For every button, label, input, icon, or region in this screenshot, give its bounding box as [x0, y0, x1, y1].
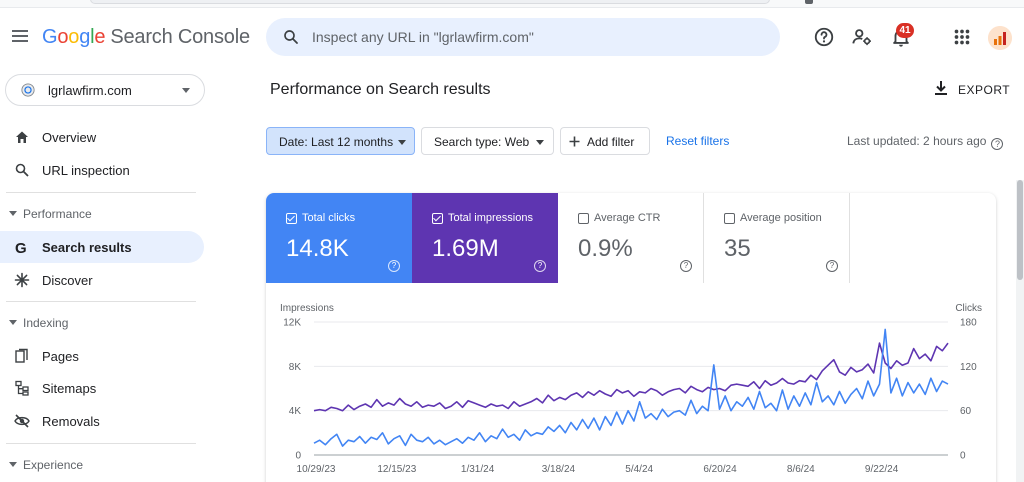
browser-top-strip	[0, 0, 1024, 8]
chart-lines	[313, 328, 949, 447]
section-indexing[interactable]: Indexing	[0, 311, 204, 335]
search-input[interactable]	[312, 18, 762, 56]
x-tick-label: 6/20/24	[703, 464, 737, 475]
help-icon[interactable]	[813, 26, 835, 48]
main-menu-icon[interactable]	[12, 30, 28, 42]
collapse-triangle-icon	[9, 211, 17, 216]
metric-average-ctr[interactable]: Average CTR 0.9% ?	[558, 193, 704, 283]
browser-extension-icon[interactable]	[805, 0, 813, 4]
checkbox[interactable]	[432, 213, 443, 224]
notification-count-badge: 41	[896, 23, 914, 38]
nav-pages[interactable]: Pages	[0, 340, 204, 372]
chart-ticks: 12K 180 8K 120 4K 60 0 0 10/29/23 12/15/23 1/31/24…	[283, 318, 977, 476]
google-g-icon: G	[15, 240, 27, 255]
sidebar: lgrlawfirm.com Overview URL inspection P…	[0, 66, 216, 482]
right-tick-label: 60	[960, 406, 972, 417]
svg-text:G: G	[15, 240, 27, 255]
browser-address-bar[interactable]	[90, 0, 770, 4]
nav-overview[interactable]: Overview	[0, 121, 204, 153]
collapse-triangle-icon	[9, 320, 17, 325]
right-tick-label: 0	[960, 451, 966, 462]
metric-average-position[interactable]: Average position 35 ?	[704, 193, 850, 283]
manage-users-icon[interactable]	[851, 26, 873, 48]
reset-filters-link[interactable]: Reset filters	[666, 134, 730, 148]
chevron-down-icon	[398, 140, 406, 145]
date-filter-chip[interactable]: Date: Last 12 months	[266, 127, 415, 155]
x-tick-label: 5/4/24	[625, 464, 653, 475]
metric-total-clicks[interactable]: Total clicks 14.8K ?	[266, 193, 412, 283]
property-name: lgrlawfirm.com	[48, 83, 132, 98]
help-icon[interactable]: ?	[534, 260, 546, 272]
left-tick-label: 4K	[289, 406, 302, 417]
x-tick-label: 3/18/24	[542, 464, 576, 475]
section-experience[interactable]: Experience	[0, 453, 204, 477]
right-axis-label: Clicks	[955, 303, 982, 314]
search-icon	[284, 30, 298, 44]
property-selector[interactable]: lgrlawfirm.com	[5, 74, 205, 106]
metric-total-impressions[interactable]: Total impressions 1.69M ?	[412, 193, 558, 283]
chart-grid	[314, 321, 948, 456]
help-icon[interactable]: ?	[680, 260, 692, 272]
checkbox[interactable]	[286, 213, 297, 224]
section-performance[interactable]: Performance	[0, 202, 204, 226]
nav-url-inspection[interactable]: URL inspection	[0, 154, 204, 186]
search-console-logo[interactable]: Google Search Console	[42, 26, 250, 48]
globe-icon	[21, 83, 35, 97]
sidebar-divider	[6, 443, 196, 444]
add-filter-button[interactable]: Add filter	[560, 127, 650, 155]
search-icon	[15, 163, 29, 177]
x-tick-label: 1/31/24	[461, 464, 495, 475]
help-icon[interactable]: ?	[991, 138, 1004, 150]
nav-removals[interactable]: Removals	[0, 405, 204, 437]
scrollbar-thumb[interactable]	[1017, 180, 1023, 280]
performance-chart: Impressions Clicks 12K 180 8K 120 4K 60 0 0 10/2…	[280, 303, 982, 476]
product-name: Search Console	[110, 26, 250, 48]
asterisk-icon	[14, 272, 30, 288]
collapse-triangle-icon	[9, 462, 17, 467]
pages-icon	[15, 348, 28, 363]
help-icon[interactable]: ?	[826, 260, 838, 272]
chevron-down-icon	[536, 140, 544, 145]
left-tick-label: 12K	[283, 318, 301, 329]
sitemap-icon	[15, 380, 29, 396]
x-tick-label: 8/6/24	[787, 464, 815, 475]
home-icon	[16, 131, 28, 143]
right-tick-label: 120	[960, 362, 977, 373]
download-icon	[935, 81, 947, 95]
chevron-down-icon	[182, 88, 190, 93]
x-tick-label: 12/15/23	[377, 464, 416, 475]
nav-sitemaps[interactable]: Sitemaps	[0, 372, 204, 404]
apps-icon[interactable]	[951, 26, 973, 48]
nav-discover[interactable]: Discover	[0, 264, 204, 296]
page-scrollbar[interactable]	[1016, 180, 1024, 482]
last-updated: Last updated: 2 hours ago?	[847, 134, 1004, 150]
url-inspection-search[interactable]	[266, 18, 780, 56]
left-tick-label: 0	[295, 451, 301, 462]
account-avatar[interactable]	[988, 26, 1012, 50]
right-tick-label: 180	[960, 318, 977, 329]
sidebar-divider	[6, 192, 196, 193]
series-line-total-clicks	[313, 328, 949, 447]
help-icon[interactable]: ?	[388, 260, 400, 272]
performance-card: Total clicks 14.8K ? Total impressions 1…	[266, 193, 996, 482]
left-axis-label: Impressions	[280, 303, 334, 314]
left-tick-label: 8K	[289, 362, 302, 373]
checkbox[interactable]	[724, 213, 735, 224]
x-tick-label: 10/29/23	[297, 464, 336, 475]
removals-icon	[14, 414, 30, 428]
x-tick-label: 9/22/24	[865, 464, 899, 475]
page-title: Performance on Search results	[270, 81, 491, 98]
nav-search-results[interactable]: G Search results	[0, 231, 204, 263]
checkbox[interactable]	[578, 213, 589, 224]
search-type-filter-chip[interactable]: Search type: Web	[421, 127, 554, 155]
plus-icon	[569, 136, 580, 147]
sidebar-divider	[6, 301, 196, 302]
series-line-total-impressions	[313, 342, 949, 412]
